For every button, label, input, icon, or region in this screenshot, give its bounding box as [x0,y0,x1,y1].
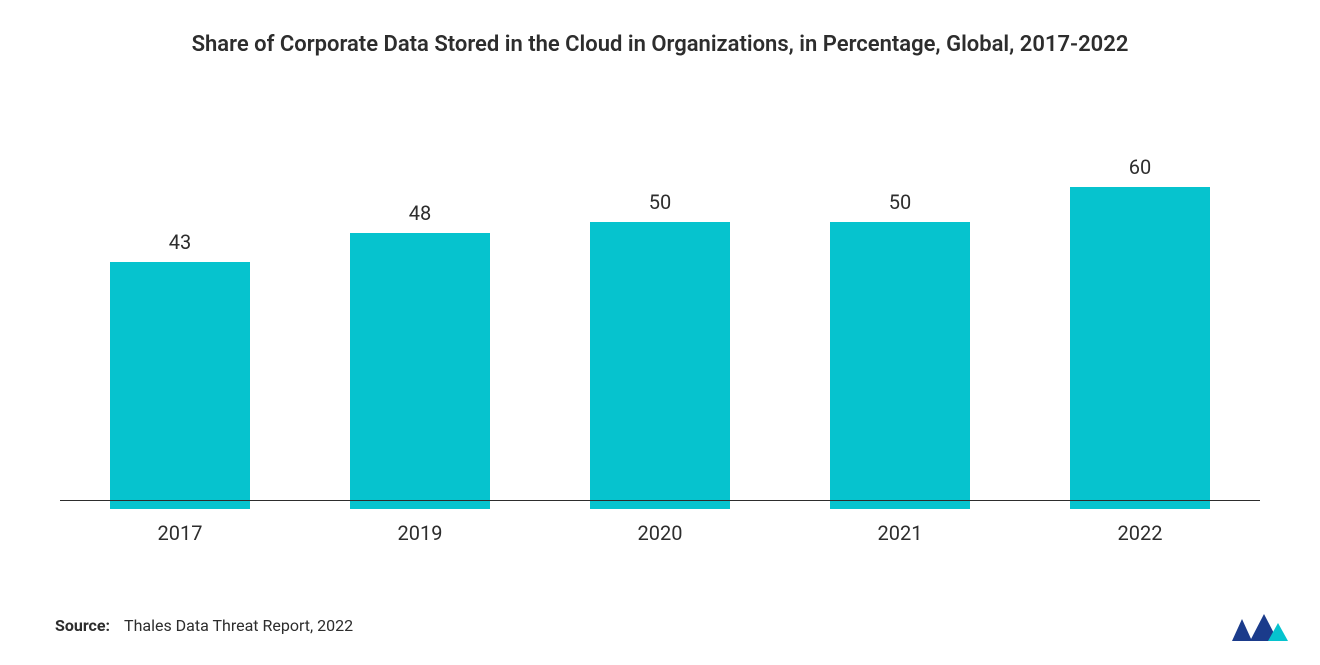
bar-value-label: 43 [169,230,191,254]
bar-value-label: 48 [409,201,431,225]
bar-rect [110,262,250,509]
bar-value-label: 50 [889,190,911,214]
chart-title: Share of Corporate Data Stored in the Cl… [0,0,1320,70]
bar-slot: 60 2022 [1020,155,1260,545]
bar-slot: 43 2017 [60,155,300,545]
chart-plot-area: 43 2017 48 2019 50 2020 50 2021 60 2022 [60,155,1260,545]
bar-rect [1070,187,1210,509]
chart-source: Source: Thales Data Threat Report, 2022 [55,616,353,635]
source-label: Source: [55,616,110,635]
bar-rect [590,222,730,510]
source-text: Thales Data Threat Report, 2022 [124,616,353,635]
bar-slot: 50 2020 [540,155,780,545]
bar-category-label: 2020 [638,521,683,545]
bar-category-label: 2022 [1118,521,1163,545]
chart-x-axis-line [60,500,1260,501]
bar-category-label: 2017 [158,521,203,545]
bar-category-label: 2021 [878,521,923,545]
bar-value-label: 50 [649,190,671,214]
bar-category-label: 2019 [398,521,443,545]
bar-value-label: 60 [1129,155,1151,179]
bar-slot: 48 2019 [300,155,540,545]
bar-slot: 50 2021 [780,155,1020,545]
bar-rect [830,222,970,510]
bar-rect [350,233,490,509]
mordor-intelligence-logo [1230,611,1290,645]
